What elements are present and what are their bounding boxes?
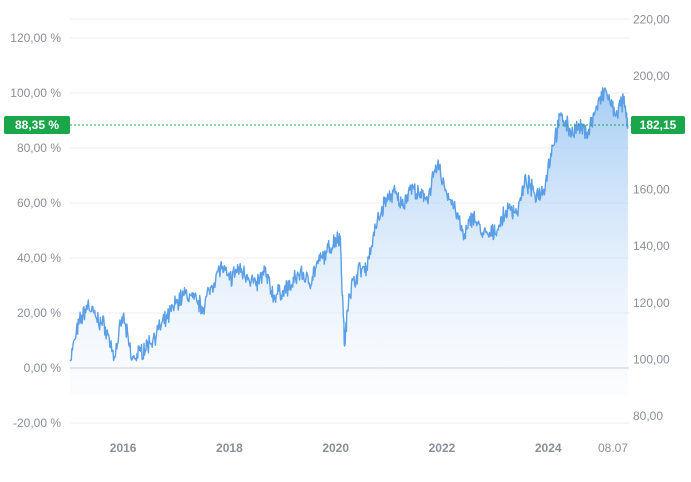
area-path bbox=[70, 87, 628, 396]
left-tick-label: -20,00 % bbox=[13, 416, 61, 430]
area-fill bbox=[70, 87, 628, 396]
right-tick-label: 160,00 bbox=[633, 182, 670, 196]
line-path bbox=[69, 87, 629, 362]
right-tick-label: 100,00 bbox=[633, 353, 670, 367]
current-price-badge bbox=[631, 116, 685, 135]
left-tick-label: 80,00 % bbox=[17, 141, 61, 155]
x-tick-label: 2020 bbox=[322, 441, 349, 455]
right-tick-label: 220,00 bbox=[633, 12, 670, 26]
current-price-label: 182,15 bbox=[640, 118, 677, 132]
left-axis: 120,00 % 100,00 % 80,00 % 60,00 % 40,00 % 20,… bbox=[10, 31, 61, 430]
current-percent-label: 88,35 % bbox=[15, 118, 59, 132]
left-tick-label: 120,00 % bbox=[10, 31, 61, 45]
x-tick-label: 2018 bbox=[216, 441, 243, 455]
right-tick-label: 200,00 bbox=[633, 69, 670, 83]
current-value-markers: 88,35 % 182,15 bbox=[4, 116, 685, 135]
left-tick-label: 20,00 % bbox=[17, 306, 61, 320]
series-line bbox=[69, 87, 629, 362]
left-tick-label: 0,00 % bbox=[24, 361, 62, 375]
left-tick-label: 40,00 % bbox=[17, 251, 61, 265]
x-tick-label: 2022 bbox=[429, 441, 456, 455]
x-tick-label: 2016 bbox=[110, 441, 137, 455]
x-tick-label: 08.07 bbox=[598, 441, 628, 455]
x-axis: 2016 2018 2020 2022 2024 08.07 bbox=[110, 441, 629, 455]
x-tick-label: 2024 bbox=[535, 441, 562, 455]
right-axis: 220,00 200,00 160,00 140,00 120,00 100,00 80,0… bbox=[633, 12, 670, 423]
left-tick-label: 60,00 % bbox=[17, 196, 61, 210]
right-tick-label: 140,00 bbox=[633, 239, 670, 253]
current-percent-badge bbox=[4, 116, 70, 135]
right-tick-label: 80,00 bbox=[633, 409, 663, 423]
right-tick-label: 120,00 bbox=[633, 296, 670, 310]
left-tick-label: 100,00 % bbox=[10, 86, 61, 100]
